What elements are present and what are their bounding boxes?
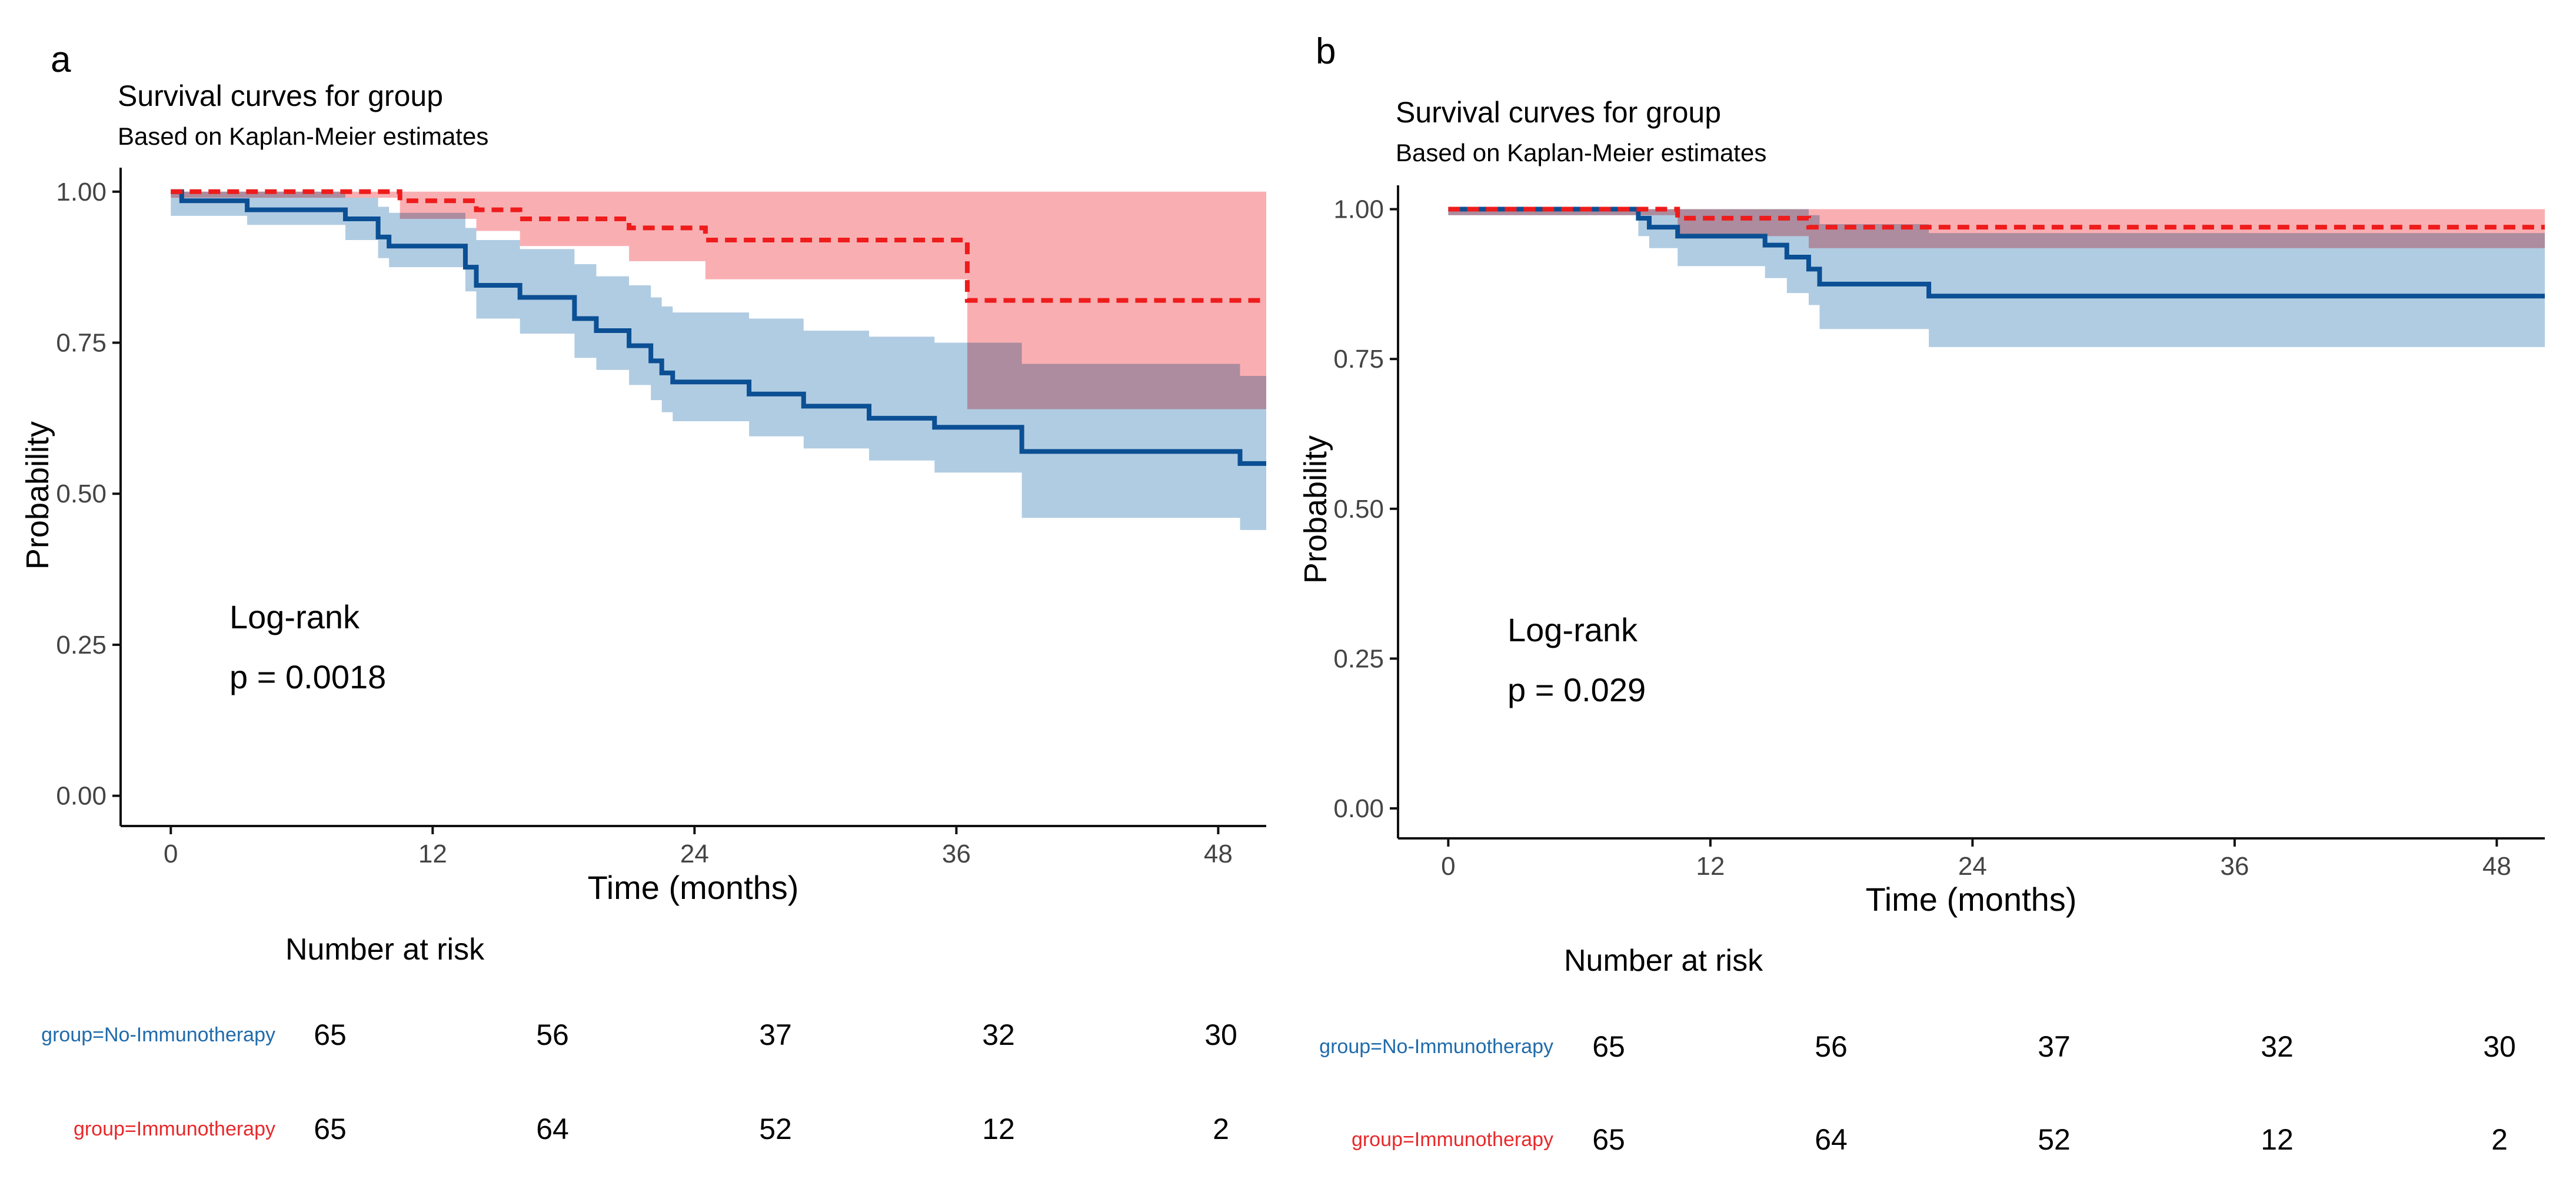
survival-curve-immunotherapy: [171, 189, 1266, 303]
ci-band-no-immunotherapy: [171, 191, 1267, 530]
risk-count: 52: [759, 1113, 792, 1145]
y-tick-label: 0.75: [1333, 345, 1384, 374]
x-tick-label: 36: [942, 840, 971, 868]
risk-count: 30: [1204, 1018, 1237, 1051]
x-tick-label: 48: [2482, 852, 2511, 881]
survival-curve-no-immunotherapy: [1448, 207, 2545, 299]
panel-b-annotation-logrank: Log-rank: [1507, 611, 1638, 648]
panel-b-risk-row-no-immuno: 65 56 37 32 30: [1592, 1030, 2516, 1063]
panel-b-xlabel: Time (months): [1866, 881, 2077, 918]
risk-count: 52: [2038, 1123, 2071, 1156]
panel-b-ylabel: Probability: [1298, 435, 1333, 584]
x-tick-label: 0: [1441, 852, 1455, 881]
x-tick-label: 0: [164, 840, 178, 868]
survival-curve-no-immunotherapy: [171, 189, 1266, 466]
panel-a-annotation-pvalue: p = 0.0018: [229, 658, 386, 695]
panel-a-risk-label-immuno: group=Immunotherapy: [74, 1118, 275, 1140]
panel-b-risk-label-immuno: group=Immunotherapy: [1352, 1128, 1553, 1151]
risk-count: 30: [2483, 1030, 2516, 1063]
x-tick-label: 24: [680, 840, 709, 868]
risk-count: 65: [314, 1018, 347, 1051]
y-tick-label: 1.00: [56, 178, 106, 207]
x-tick-label: 24: [1958, 852, 1987, 881]
risk-count: 64: [1815, 1123, 1848, 1156]
y-tick-label: 0.25: [1333, 644, 1384, 673]
panel-a: a Survival curves for group Based on Kap…: [20, 39, 1267, 1145]
risk-count: 56: [536, 1018, 569, 1051]
panel-b-title: Survival curves for group: [1396, 96, 1721, 129]
panel-b-plot: 0.00 0.25 0.50 0.75 1.00 0 12 24 36 48: [1333, 185, 2545, 881]
risk-count: 65: [314, 1113, 347, 1145]
panel-a-ylabel: Probability: [20, 421, 55, 569]
risk-count: 56: [1815, 1030, 1848, 1063]
risk-count: 32: [982, 1018, 1015, 1051]
risk-count: 2: [1213, 1113, 1229, 1145]
survival-curve-immunotherapy: [1448, 207, 2545, 230]
y-tick-label: 0.25: [56, 631, 106, 660]
risk-count: 37: [759, 1018, 792, 1051]
x-tick-label: 36: [2220, 852, 2249, 881]
panel-b: b Survival curves for group Based on Kap…: [1298, 31, 2545, 1156]
risk-count: 12: [982, 1113, 1015, 1145]
x-tick-label: 48: [1204, 840, 1233, 868]
y-tick-label: 0.00: [1333, 794, 1384, 823]
risk-count: 65: [1592, 1030, 1625, 1063]
risk-count: 65: [1592, 1123, 1625, 1156]
panel-a-risk-title: Number at risk: [285, 932, 485, 967]
panel-b-annotation-pvalue: p = 0.029: [1507, 671, 1646, 708]
y-tick-label: 0.00: [56, 782, 106, 811]
risk-count: 64: [536, 1113, 569, 1145]
y-tick-label: 1.00: [1333, 195, 1384, 224]
x-tick-label: 12: [418, 840, 447, 868]
panel-a-annotation-logrank: Log-rank: [229, 598, 360, 635]
panel-b-label: b: [1316, 31, 1336, 72]
risk-count: 37: [2038, 1030, 2071, 1063]
panel-a-risk-label-no-immuno: group=No-Immunotherapy: [41, 1024, 275, 1046]
ci-band-immunotherapy: [171, 191, 1267, 409]
risk-count: 32: [2261, 1030, 2294, 1063]
y-tick-label: 0.50: [1333, 495, 1384, 524]
risk-count: 2: [2491, 1123, 2508, 1156]
panel-a-plot: 0.00 0.25 0.50 0.75 1.00 0 12 24 36 48: [56, 168, 1267, 868]
panel-b-risk-label-no-immuno: group=No-Immunotherapy: [1319, 1035, 1553, 1058]
panel-b-risk-row-immuno: 65 64 52 12 2: [1592, 1123, 2508, 1156]
panel-a-xlabel: Time (months): [588, 869, 799, 906]
y-tick-label: 0.75: [56, 329, 106, 358]
panel-b-subtitle: Based on Kaplan-Meier estimates: [1396, 139, 1766, 166]
panel-b-risk-title: Number at risk: [1564, 944, 1763, 978]
panel-a-risk-row-no-immuno: 65 56 37 32 30: [314, 1018, 1237, 1051]
panel-a-subtitle: Based on Kaplan-Meier estimates: [118, 122, 488, 150]
panel-a-label: a: [51, 39, 71, 80]
panel-a-risk-row-immuno: 65 64 52 12 2: [314, 1113, 1229, 1145]
x-tick-label: 12: [1696, 852, 1725, 881]
risk-count: 12: [2261, 1123, 2294, 1156]
panel-a-title: Survival curves for group: [118, 79, 443, 112]
y-tick-label: 0.50: [56, 479, 106, 508]
